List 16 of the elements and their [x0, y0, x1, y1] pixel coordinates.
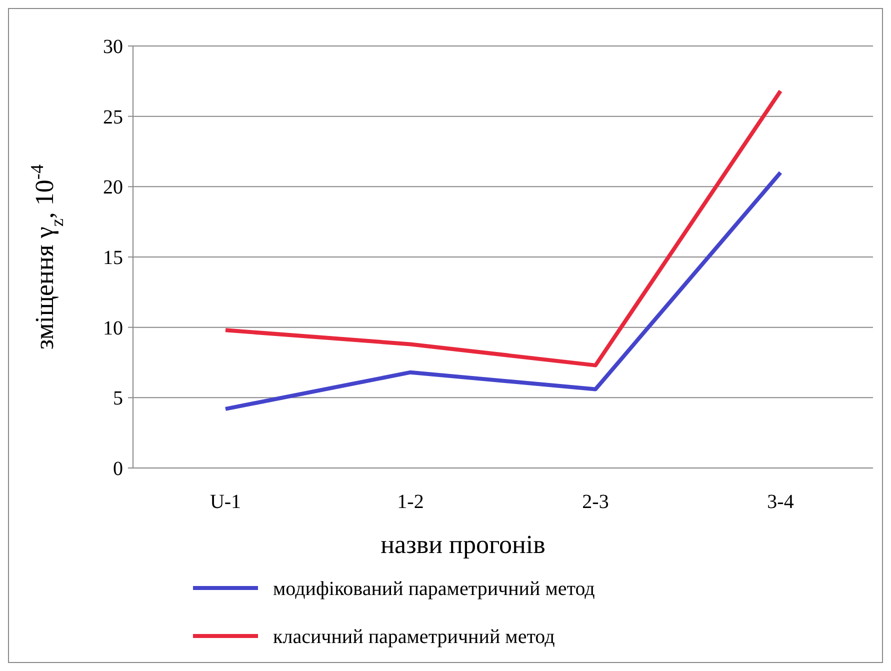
y-tick-label: 0	[113, 458, 123, 480]
y-tick-label: 20	[103, 176, 123, 199]
x-tick-label: 1-2	[397, 491, 424, 513]
y-tick-label: 5	[113, 388, 123, 410]
x-tick-label: 3-4	[767, 491, 794, 513]
legend-label: класичний параметричний метод	[273, 626, 555, 648]
line-series	[224, 170, 782, 411]
line-series	[224, 89, 782, 368]
x-tick-label: 2-3	[582, 491, 609, 513]
x-axis-title: назви прогонів	[380, 530, 546, 559]
y-tick-label: 30	[103, 36, 123, 58]
y-tick-label: 10	[103, 317, 123, 340]
y-tick-label: 25	[103, 106, 123, 128]
y-tick-label: 15	[103, 247, 123, 269]
legend-label: модифікований параметричний метод	[273, 578, 595, 600]
x-tick-label: U-1	[210, 491, 242, 513]
